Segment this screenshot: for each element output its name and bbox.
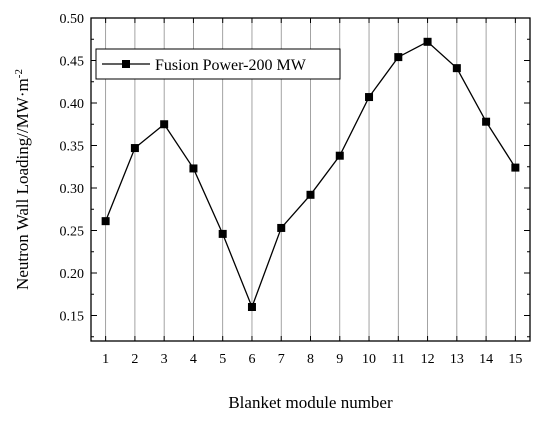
y-axis-title-superscript: -2 xyxy=(13,69,25,78)
y-tick-label: 0.45 xyxy=(60,55,85,70)
x-tick-label: 6 xyxy=(248,352,255,367)
data-point xyxy=(335,151,344,160)
x-axis-title: Blanket module number xyxy=(228,393,393,412)
x-tick-label: 8 xyxy=(307,352,314,367)
x-tick-label: 2 xyxy=(131,352,138,367)
y-tick-label: 0.50 xyxy=(60,12,85,27)
y-tick-label: 0.20 xyxy=(60,267,85,282)
data-point xyxy=(160,120,169,129)
data-point xyxy=(247,303,256,311)
y-tick-label: 0.35 xyxy=(60,140,85,155)
x-tick-label: 1 xyxy=(102,352,109,367)
data-point xyxy=(130,144,139,153)
x-tick-label: 12 xyxy=(421,352,435,367)
x-tick-label: 3 xyxy=(161,352,168,367)
data-point xyxy=(452,64,461,73)
x-tick-label: 5 xyxy=(219,352,226,367)
data-point xyxy=(218,229,227,238)
data-point xyxy=(365,93,374,102)
series-layer xyxy=(101,37,520,311)
data-point xyxy=(482,117,491,126)
data-point xyxy=(394,53,403,62)
legend: Fusion Power-200 MW xyxy=(95,48,341,80)
data-point xyxy=(277,223,286,232)
y-axis-title: Neutron Wall Loading//MW·m-2 xyxy=(13,69,32,290)
data-point xyxy=(189,164,198,173)
legend-marker xyxy=(122,60,130,68)
x-tick-label: 7 xyxy=(278,352,285,367)
x-tick-label: 13 xyxy=(450,352,464,367)
ticks: 1 2 3 4 5 6 7 8 9 10 11 12 13 14 150.150.200.250.300.3… xyxy=(60,12,530,367)
x-tick-label: 15 xyxy=(508,352,522,367)
data-point xyxy=(306,190,315,199)
y-tick-label: 0.25 xyxy=(60,225,85,240)
y-tick-label: 0.15 xyxy=(60,310,85,325)
y-axis-title-text: Neutron Wall Loading//MW·m xyxy=(13,78,32,290)
data-point xyxy=(101,217,110,226)
data-point xyxy=(511,163,520,172)
x-tick-label: 11 xyxy=(392,352,405,367)
data-point xyxy=(423,37,432,46)
x-tick-label: 9 xyxy=(336,352,343,367)
legend-label: Fusion Power-200 MW xyxy=(155,57,307,74)
x-tick-label: 4 xyxy=(190,352,197,367)
y-tick-label: 0.40 xyxy=(60,97,85,112)
x-tick-label: 14 xyxy=(479,352,493,367)
x-tick-label: 10 xyxy=(362,352,376,367)
y-tick-label: 0.30 xyxy=(60,182,85,197)
